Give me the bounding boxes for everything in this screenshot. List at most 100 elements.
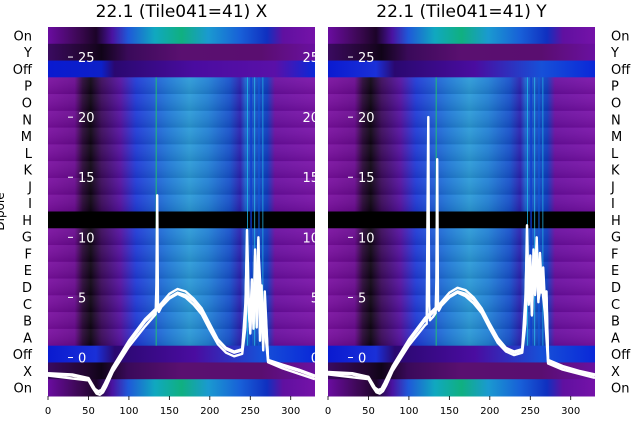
x-tick-label: 250 — [241, 406, 260, 417]
heatmap-row-shade — [328, 77, 595, 95]
heatmap-row-shade — [48, 110, 315, 128]
row-label-on: On — [611, 29, 629, 44]
row-label-d: D — [22, 281, 32, 296]
row-label-on: On — [14, 29, 32, 44]
overlay-tick-label: 25 — [302, 51, 319, 66]
row-label-off: Off — [611, 63, 631, 78]
heatmap-row-off — [48, 60, 315, 78]
row-label-m: M — [611, 130, 622, 145]
heatmap-row-off — [328, 60, 595, 78]
overlay-tick-label: 15 — [78, 171, 95, 186]
row-label-h: H — [611, 214, 621, 229]
overlay-tick-label: 10 — [358, 231, 375, 246]
heatmap-row-shade — [48, 312, 315, 329]
overlay-axis: 25 25 20 20 15 15 10 10 5 5 0 0 — [68, 51, 319, 367]
x-tick-label: 250 — [521, 406, 540, 417]
row-label-p: P — [611, 80, 619, 95]
overlay-series — [47, 194, 316, 396]
x-tick-label: 0 — [45, 406, 51, 417]
x-tick-label: 300 — [561, 406, 580, 417]
row-label-g: G — [611, 231, 621, 246]
overlay-tick-label: 20 — [358, 111, 375, 126]
overlay-tick-label: 5 — [311, 291, 319, 306]
heatmap-row-y — [48, 43, 315, 62]
row-label-o: O — [611, 96, 621, 111]
overlay-line — [327, 242, 596, 392]
overlay-tick-label: 20 — [302, 111, 319, 126]
row-label-g: G — [22, 231, 32, 246]
row-label-i: I — [28, 197, 32, 212]
heatmap-row-shade — [48, 245, 315, 262]
heatmap-row-shade — [328, 110, 595, 128]
rfi-stripe — [530, 77, 532, 346]
heatmap — [328, 27, 595, 397]
rfi-stripe — [534, 77, 536, 346]
row-label-off: Off — [611, 348, 631, 363]
heatmap-row-shade — [328, 295, 595, 313]
chart-title: 22.1 (Tile041=41) X — [96, 2, 268, 22]
row-label-on: On — [14, 382, 32, 397]
row-label-b: B — [23, 315, 32, 330]
heatmap-row-shade — [48, 127, 315, 145]
row-label-b: B — [611, 315, 620, 330]
row-label-c: C — [23, 298, 32, 313]
rfi-stripe — [542, 77, 544, 346]
row-label-f: F — [25, 247, 32, 262]
row-label-j: J — [610, 180, 615, 195]
row-label-x: X — [611, 365, 620, 380]
row-label-y: Y — [23, 46, 32, 61]
heatmap-row-shade — [48, 261, 315, 279]
rfi-stripe — [538, 77, 540, 346]
overlay-tick-label: 5 — [78, 291, 86, 306]
x-tick-label: 0 — [325, 406, 331, 417]
row-label-j: J — [27, 180, 32, 195]
row-label-c: C — [611, 298, 620, 313]
row-label-off: Off — [13, 63, 33, 78]
rfi-stripe — [527, 77, 528, 346]
rfi-stripe — [262, 77, 264, 346]
x-tick-label: 150 — [160, 406, 179, 417]
x-tick-label: 50 — [82, 406, 95, 417]
row-label-k: K — [23, 164, 32, 179]
x-tick-label: 150 — [440, 406, 459, 417]
heatmap-row-shade — [328, 245, 595, 262]
x-axis: 0 50 100 150 200 250 300 — [325, 396, 580, 417]
heatmap-row-shade — [328, 161, 595, 178]
row-label-a: A — [611, 331, 620, 346]
heatmap-row-shade — [48, 177, 315, 195]
heatmap-row-on — [328, 27, 595, 45]
x-tick-label: 300 — [281, 406, 300, 417]
overlay-tick-label: 5 — [358, 291, 366, 306]
heatmap-row-shade — [328, 312, 595, 329]
heatmap-row-shade — [48, 144, 315, 162]
heatmap-row-shade — [48, 295, 315, 313]
heatmap-row-shade — [48, 77, 315, 95]
heatmap-row-on — [48, 379, 315, 397]
row-label-i: I — [611, 197, 615, 212]
overlay-axis: 25 20 15 10 5 0 — [348, 51, 375, 367]
heatmap-row-shade — [328, 194, 595, 212]
overlay-tick-label: 0 — [358, 352, 366, 367]
overlay-tick-label: 0 — [78, 352, 86, 367]
heatmap-row-shade — [328, 127, 595, 145]
x-tick-label: 200 — [480, 406, 499, 417]
heatmap-row-shade — [48, 161, 315, 178]
rfi-stripe — [258, 77, 260, 346]
panel-y-polarization: 22.1 (Tile041=41) Y2520151050OnYOffPONML… — [325, 2, 631, 417]
overlay-series — [327, 115, 596, 395]
rfi-stripe — [250, 77, 252, 346]
heatmap-row-shade — [328, 177, 595, 195]
overlay-tick-label: 10 — [302, 231, 319, 246]
heatmap — [48, 27, 315, 397]
overlay-line — [47, 194, 316, 396]
row-label-p: P — [24, 80, 32, 95]
heatmap-row-shade — [328, 94, 595, 111]
y-axis-label: Dipole — [0, 192, 7, 230]
overlay-tick-label: 15 — [302, 171, 319, 186]
overlay-tick-label: 25 — [358, 51, 375, 66]
heatmap-row-shade — [328, 328, 595, 346]
